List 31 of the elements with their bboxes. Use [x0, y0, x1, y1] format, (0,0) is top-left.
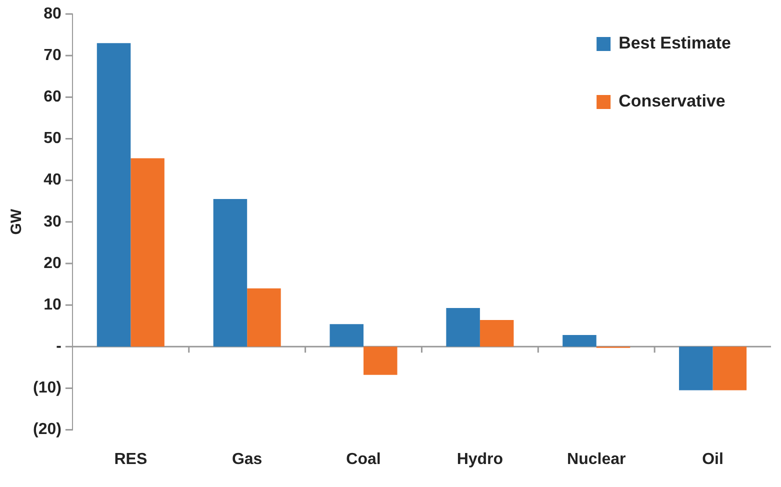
x-tick-label: RES — [114, 450, 148, 468]
legend-label: Conservative — [618, 92, 726, 111]
bar — [562, 335, 596, 347]
x-tick-label: Coal — [346, 450, 381, 468]
x-tick-label: Nuclear — [567, 450, 626, 468]
y-tick-label: 40 — [44, 172, 62, 189]
bar — [679, 346, 713, 390]
y-tick-label: (20) — [33, 421, 62, 438]
x-tick-label: Oil — [702, 450, 724, 468]
y-tick-label: 30 — [44, 213, 62, 230]
bar — [96, 43, 131, 347]
bar — [446, 308, 480, 347]
bar — [330, 324, 364, 347]
bar — [130, 158, 164, 347]
y-tick-label: 20 — [44, 254, 62, 272]
bar — [712, 346, 747, 390]
y-tick-label: 10 — [44, 296, 62, 314]
legend-label: Best Estimate — [618, 34, 732, 53]
x-tick-label: Hydro — [456, 450, 504, 468]
bar — [364, 346, 398, 375]
x-tick-label: Gas — [232, 450, 262, 468]
y-tick-label: 50 — [44, 130, 62, 148]
bar — [213, 199, 248, 347]
bar — [247, 288, 281, 347]
y-tick-label: 60 — [44, 88, 62, 106]
y-tick-label: 80 — [44, 5, 62, 22]
y-tick-label: (10) — [33, 380, 62, 397]
bar — [480, 320, 514, 347]
y-axis-title: GW — [8, 208, 26, 235]
y-tick-label: - — [56, 338, 62, 356]
y-tick-label: 70 — [44, 46, 62, 64]
